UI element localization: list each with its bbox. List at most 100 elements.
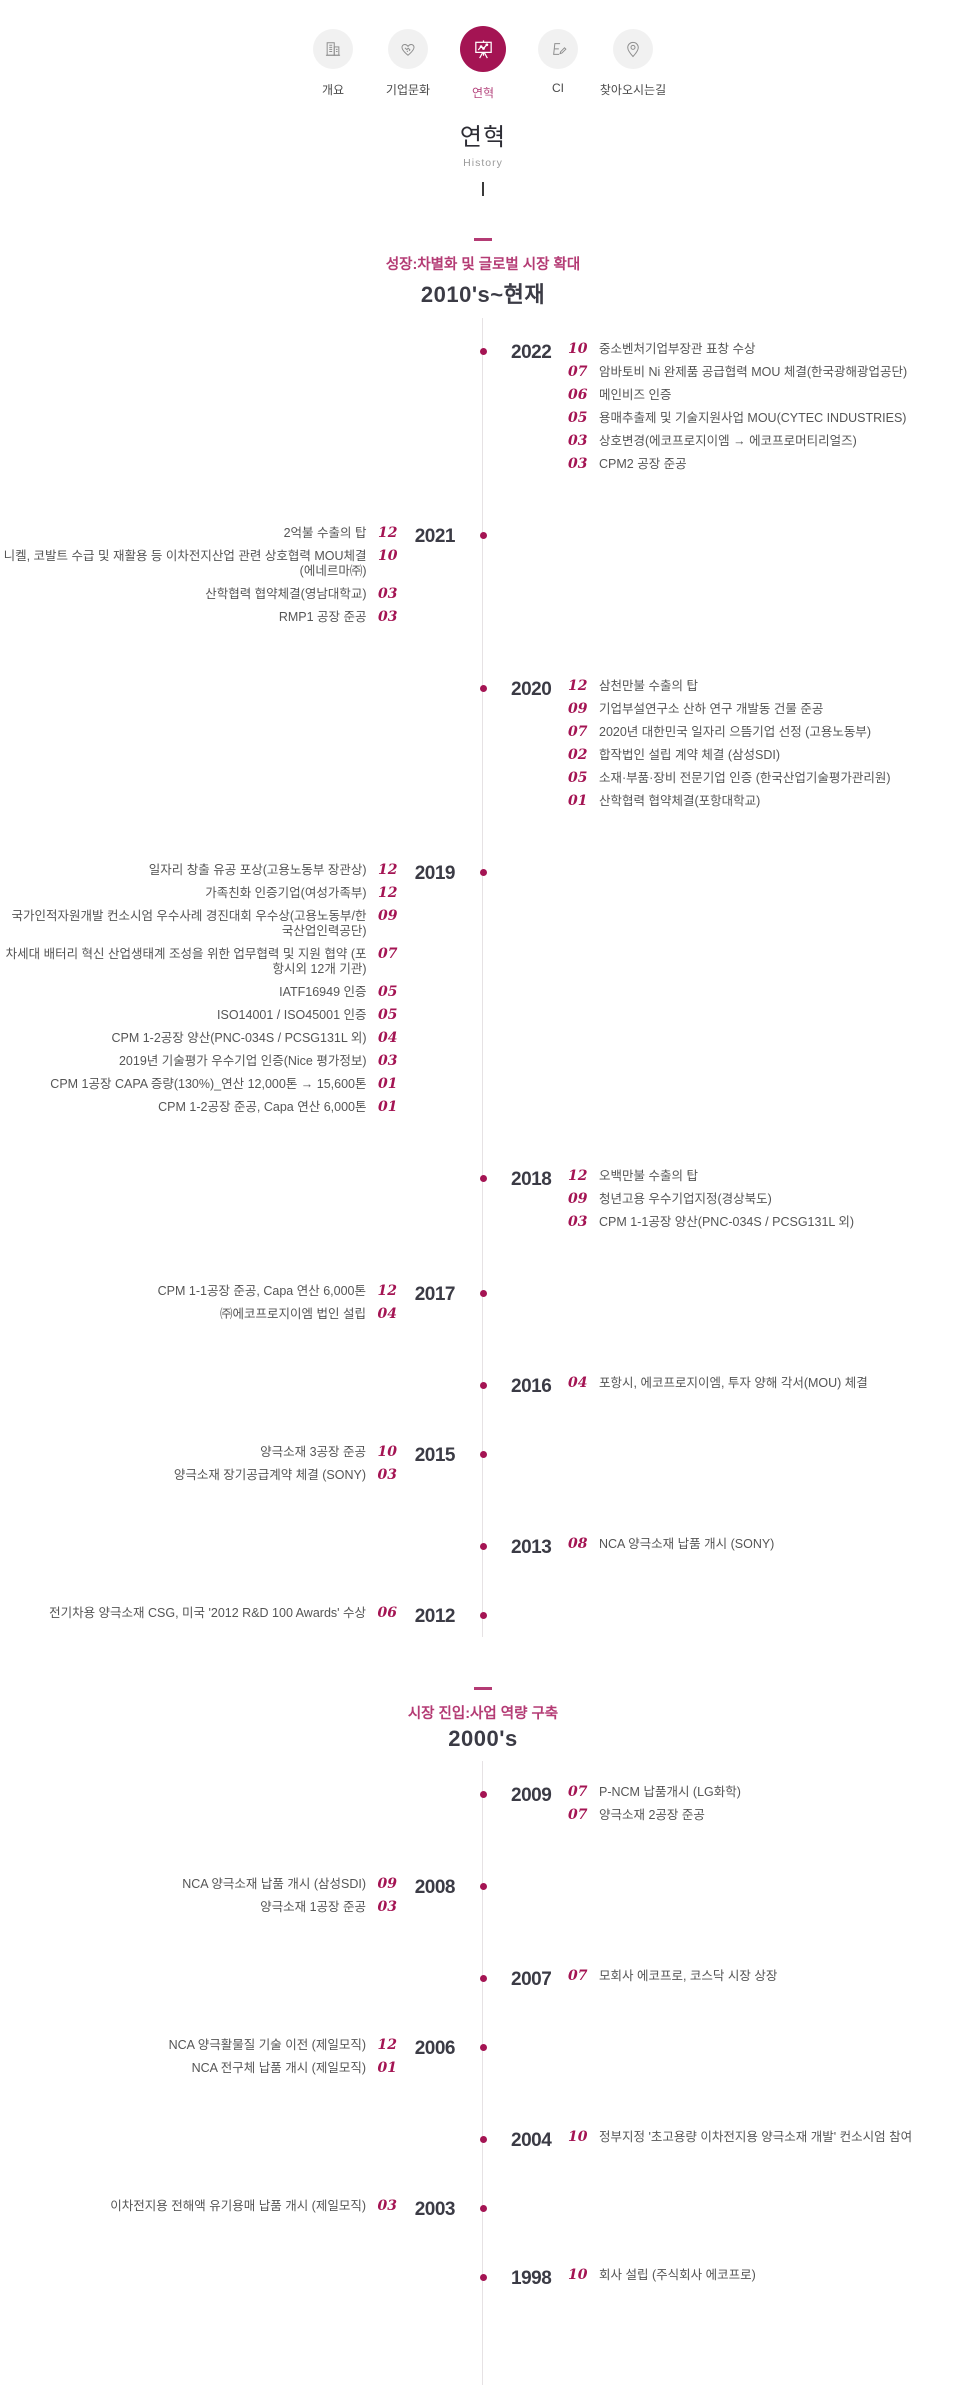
year-entries: 06 전기차용 양극소재 CSG, 미국 '2012 R&D 100 Award… [49,1606,397,1629]
entry-month: 03 [378,1053,398,1069]
building-icon [325,42,341,56]
entry-month: 03 [377,2198,397,2214]
timeline-year-block: 2020 12 삼천만불 수출의 탑 09 기업부설연구소 산하 연구 개발동 … [0,679,966,817]
nav-item-개요[interactable]: 개요 [296,26,371,101]
history-entry: 12 일자리 창출 유공 포상(고용노동부 장관상) [0,863,398,878]
history-entry: 03 이차전지용 전해액 유기용매 납품 개시 (제일모직) [110,2199,397,2214]
history-entry: 09 청년고용 우수기업지정(경상북도) [568,1192,854,1207]
entry-text: 암바토비 Ni 완제품 공급협력 MOU 체결(한국광해광업공단) [599,365,908,379]
entry-month: 03 [377,1899,397,1915]
year-body: 2015 10 양극소재 3공장 준공 03 양극소재 장기공급계약 체결 (S… [0,1445,456,1491]
timeline-year-block: 2008 09 NCA 양극소재 납품 개시 (삼성SDI) 03 양극소재 1… [0,1877,966,1923]
entry-text: 양극소재 3공장 준공 [260,1445,366,1459]
year-entries: 03 이차전지용 전해액 유기용매 납품 개시 (제일모직) [110,2199,397,2222]
timeline-dot-icon [480,1290,487,1297]
year-entries: 12 2억불 수출의 탑 10 니켈, 코발트 수급 및 재활용 등 이차전지산… [0,526,398,633]
entry-month: 07 [568,1807,588,1823]
history-entry: 05 소재·부품·장비 전문기업 인증 (한국산업기술평가관리원) [568,771,891,786]
nav-circle[interactable] [313,29,353,69]
year-body: 2022 10 중소벤처기업부장관 표창 수상 07 암바토비 Ni 완제품 공… [511,342,966,480]
year-label: 2007 [511,1969,552,1990]
entry-text: CPM2 공장 준공 [599,457,687,471]
history-entry: 01 CPM 1-2공장 준공, Capa 연산 6,000톤 [0,1099,398,1115]
entry-month: 03 [568,1214,588,1230]
history-entry: 05 ISO14001 / ISO45001 인증 [0,1007,398,1023]
entry-text: 전기차용 양극소재 CSG, 미국 '2012 R&D 100 Awards' … [49,1606,366,1620]
entry-month: 02 [568,747,588,763]
history-entry: 03 2019년 기술평가 우수기업 인증(Nice 평가정보) [0,1054,398,1069]
entry-text: 정부지정 '초고용량 이차전지용 양극소재 개발' 컨소시엄 참여 [599,2130,913,2144]
year-body: 1998 10 회사 설립 (주식회사 에코프로) [511,2268,966,2291]
entry-month: 05 [378,1007,398,1023]
history-entry: 05 용매추출제 및 기술지원사업 MOU(CYTEC INDUSTRIES) [568,411,907,426]
history-entry: 12 오백만불 수출의 탑 [568,1169,854,1184]
entry-month: 10 [568,341,588,357]
timeline-year-block: 2017 12 CPM 1-1공장 준공, Capa 연산 6,000톤 04 … [0,1284,966,1330]
nav-item-찾아오시는길[interactable]: 찾아오시는길 [596,26,671,101]
entry-text: NCA 양극소재 납품 개시 (SONY) [599,1537,775,1551]
entry-text: 삼천만불 수출의 탑 [599,679,698,693]
year-label: 2006 [414,2038,456,2059]
nav-circle[interactable] [388,29,428,69]
year-label: 2004 [511,2130,552,2151]
entry-text: NCA 양극활물질 기술 이전 (제일모직) [168,2038,366,2052]
timeline-dot-icon [480,1883,487,1890]
entry-month: 10 [568,2129,588,2145]
era-period: 2000's [448,1726,518,1751]
history-content: 성장:차별화 및 글로벌 시장 확대 2010's~현재 2022 10 중소벤… [0,238,966,2385]
entry-month: 09 [568,1191,588,1207]
history-entry: 03 RMP1 공장 준공 [0,610,398,625]
history-entry: 03 상호변경(에코프로지이엠 → 에코프로머티리얼즈) [568,434,907,449]
timeline-year-block: 2004 10 정부지정 '초고용량 이차전지용 양극소재 개발' 컨소시엄 참… [0,2130,966,2153]
year-body: 2019 12 일자리 창출 유공 포상(고용노동부 장관상) 12 가족친화 … [0,863,456,1123]
era-title: 시장 진입:사업 역량 구축 [407,1706,559,1722]
history-entry: 01 CPM 1공장 CAPA 증량(130%)_연산 12,000톤 → 15… [0,1077,397,1092]
year-body: 2006 12 NCA 양극활물질 기술 이전 (제일모직) 01 NCA 전구… [0,2038,456,2084]
timeline-year-block: 2013 08 NCA 양극소재 납품 개시 (SONY) [0,1537,966,1560]
entry-text: 회사 설립 (주식회사 에코프로) [599,2268,756,2282]
entry-month: 06 [568,387,588,403]
timeline-year-block: 2015 10 양극소재 3공장 준공 03 양극소재 장기공급계약 체결 (S… [0,1445,966,1491]
history-entry: 07 P-NCM 납품개시 (LG화학) [568,1785,741,1800]
history-entry: 10 니켈, 코발트 수급 및 재활용 등 이차전지산업 관련 상호협력 MOU… [0,549,398,579]
era-section: 시장 진입:사업 역량 구축 2000's 2009 07 P-NCM 납품개시… [0,1687,966,2385]
nav-item-CI[interactable]: CI [521,26,596,101]
nav-item-연혁[interactable]: 연혁 [446,26,521,101]
history-entry: 07 암바토비 Ni 완제품 공급협력 MOU 체결(한국광해광업공단) [568,365,907,380]
year-body: 2021 12 2억불 수출의 탑 10 니켈, 코발트 수급 및 재활용 등 … [0,526,456,633]
nav-item-기업문화[interactable]: 기업문화 [371,26,446,101]
year-label: 2022 [511,342,552,363]
entry-month: 05 [568,770,588,786]
nav-circle[interactable] [613,29,653,69]
year-label: 2017 [414,1284,456,1305]
year-label: 1998 [511,2268,552,2289]
entry-month: 03 [568,433,588,449]
history-entry: 08 NCA 양극소재 납품 개시 (SONY) [568,1537,774,1552]
entry-text: 청년고용 우수기업지정(경상북도) [599,1192,772,1206]
year-body: 2018 12 오백만불 수출의 탑 09 청년고용 우수기업지정(경상북도) … [511,1169,966,1238]
entry-text: 소재·부품·장비 전문기업 인증 (한국산업기술평가관리원) [599,771,891,785]
timeline-dot-icon [480,1975,487,1982]
year-body: 2003 03 이차전지용 전해액 유기용매 납품 개시 (제일모직) [0,2199,455,2222]
year-body: 2004 10 정부지정 '초고용량 이차전지용 양극소재 개발' 컨소시엄 참… [511,2130,966,2153]
entry-month: 04 [378,1030,398,1046]
entry-text: CPM 1-1공장 양산(PNC-034S / PCSG131L 외) [599,1215,855,1229]
timeline-dot-icon [480,1791,487,1798]
timeline-line [482,318,483,1637]
year-label: 2012 [414,1606,456,1627]
era-dash [474,1687,492,1690]
timeline-dot-icon [480,1451,487,1458]
entry-month: 01 [378,1099,398,1115]
year-entries: 10 정부지정 '초고용량 이차전지용 양극소재 개발' 컨소시엄 참여 [568,2130,912,2153]
year-body: 2008 09 NCA 양극소재 납품 개시 (삼성SDI) 03 양극소재 1… [0,1877,455,1923]
nav-circle[interactable] [538,29,578,69]
nav-circle[interactable] [460,26,506,72]
history-entry: 01 산학협력 협약체결(포항대학교) [568,794,891,809]
entry-text: 모회사 에코프로, 코스닥 시장 상장 [599,1969,778,1983]
year-entries: 10 회사 설립 (주식회사 에코프로) [568,2268,756,2291]
timeline-year-block: 2012 06 전기차용 양극소재 CSG, 미국 '2012 R&D 100 … [0,1606,966,1629]
entry-month: 04 [568,1375,588,1391]
year-entries: 08 NCA 양극소재 납품 개시 (SONY) [568,1537,774,1560]
entry-text: 양극소재 장기공급계약 체결 (SONY) [173,1468,366,1482]
entry-text: 2억불 수출의 탑 [283,526,367,540]
